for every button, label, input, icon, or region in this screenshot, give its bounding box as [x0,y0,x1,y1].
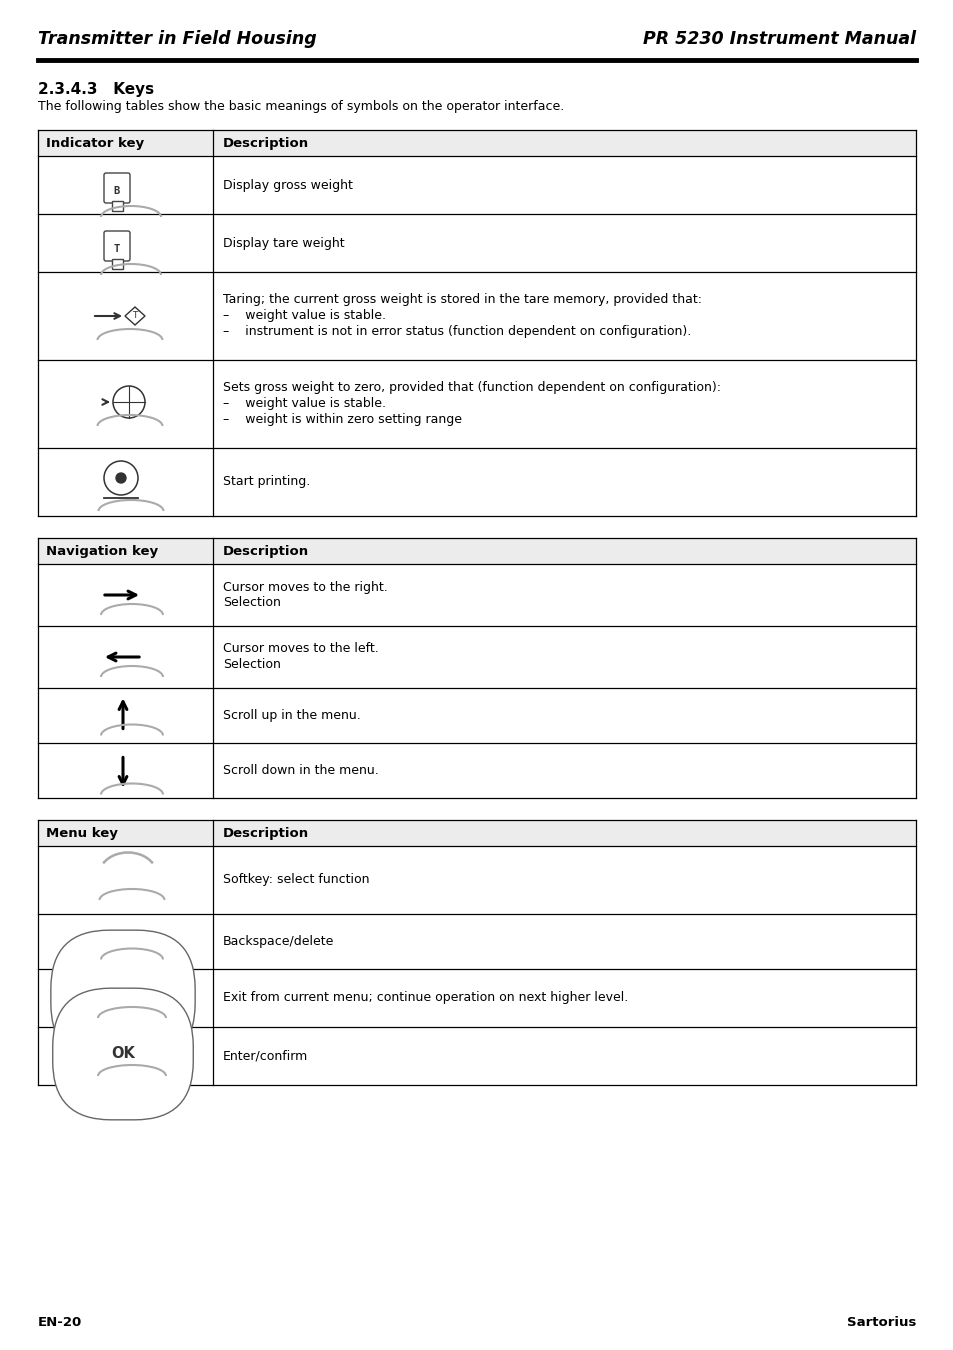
Text: Scroll down in the menu.: Scroll down in the menu. [223,764,378,778]
Text: Selection: Selection [223,659,280,671]
Text: –    instrument is not in error status (function dependent on configuration).: – instrument is not in error status (fun… [223,325,691,339]
Text: Exit: Exit [109,988,136,1003]
Text: Taring; the current gross weight is stored in the tare memory, provided that:: Taring; the current gross weight is stor… [223,293,701,306]
Text: T: T [113,244,120,254]
Text: Softkey: select function: Softkey: select function [223,873,369,887]
Bar [38,819,915,846]
Text: Selection: Selection [223,597,280,609]
Circle shape [116,472,126,483]
Text: Sartorius: Sartorius [845,1315,915,1328]
Text: Backspace/delete: Backspace/delete [223,936,334,948]
Text: Menu key: Menu key [46,826,118,840]
Text: 2.3.4.3   Keys: 2.3.4.3 Keys [38,82,154,97]
Text: Navigation key: Navigation key [46,544,158,558]
Text: Description: Description [223,826,309,840]
Text: T: T [132,312,137,320]
Text: OK: OK [111,1046,134,1061]
Text: Transmitter in Field Housing: Transmitter in Field Housing [38,30,316,49]
Text: –    weight is within zero setting range: – weight is within zero setting range [223,413,461,427]
Text: –    weight value is stable.: – weight value is stable. [223,309,386,323]
Text: Display gross weight: Display gross weight [223,178,353,192]
Text: Indicator key: Indicator key [46,136,144,150]
Text: Cursor moves to the left.: Cursor moves to the left. [223,643,378,656]
Text: B: B [113,186,120,196]
Text: Exit from current menu; continue operation on next higher level.: Exit from current menu; continue operati… [223,991,628,1004]
Bar [38,539,915,564]
Text: Description: Description [223,136,309,150]
Text: Display tare weight: Display tare weight [223,236,344,250]
Text: Start printing.: Start printing. [223,475,310,489]
Text: Sets gross weight to zero, provided that (function dependent on configuration):: Sets gross weight to zero, provided that… [223,382,720,394]
FancyBboxPatch shape [104,231,130,261]
Text: Scroll up in the menu.: Scroll up in the menu. [223,709,360,722]
FancyBboxPatch shape [104,173,130,202]
Text: PR 5230 Instrument Manual: PR 5230 Instrument Manual [642,30,915,49]
Text: The following tables show the basic meanings of symbols on the operator interfac: The following tables show the basic mean… [38,100,563,113]
Text: Cursor moves to the right.: Cursor moves to the right. [223,580,387,594]
Text: c: c [118,930,128,949]
Bar [112,201,123,211]
Text: EN-20: EN-20 [38,1315,82,1328]
Text: –    weight value is stable.: – weight value is stable. [223,397,386,410]
Bar [112,259,123,269]
Text: Description: Description [223,544,309,558]
Bar [38,130,915,157]
Text: Enter/confirm: Enter/confirm [223,1049,308,1062]
